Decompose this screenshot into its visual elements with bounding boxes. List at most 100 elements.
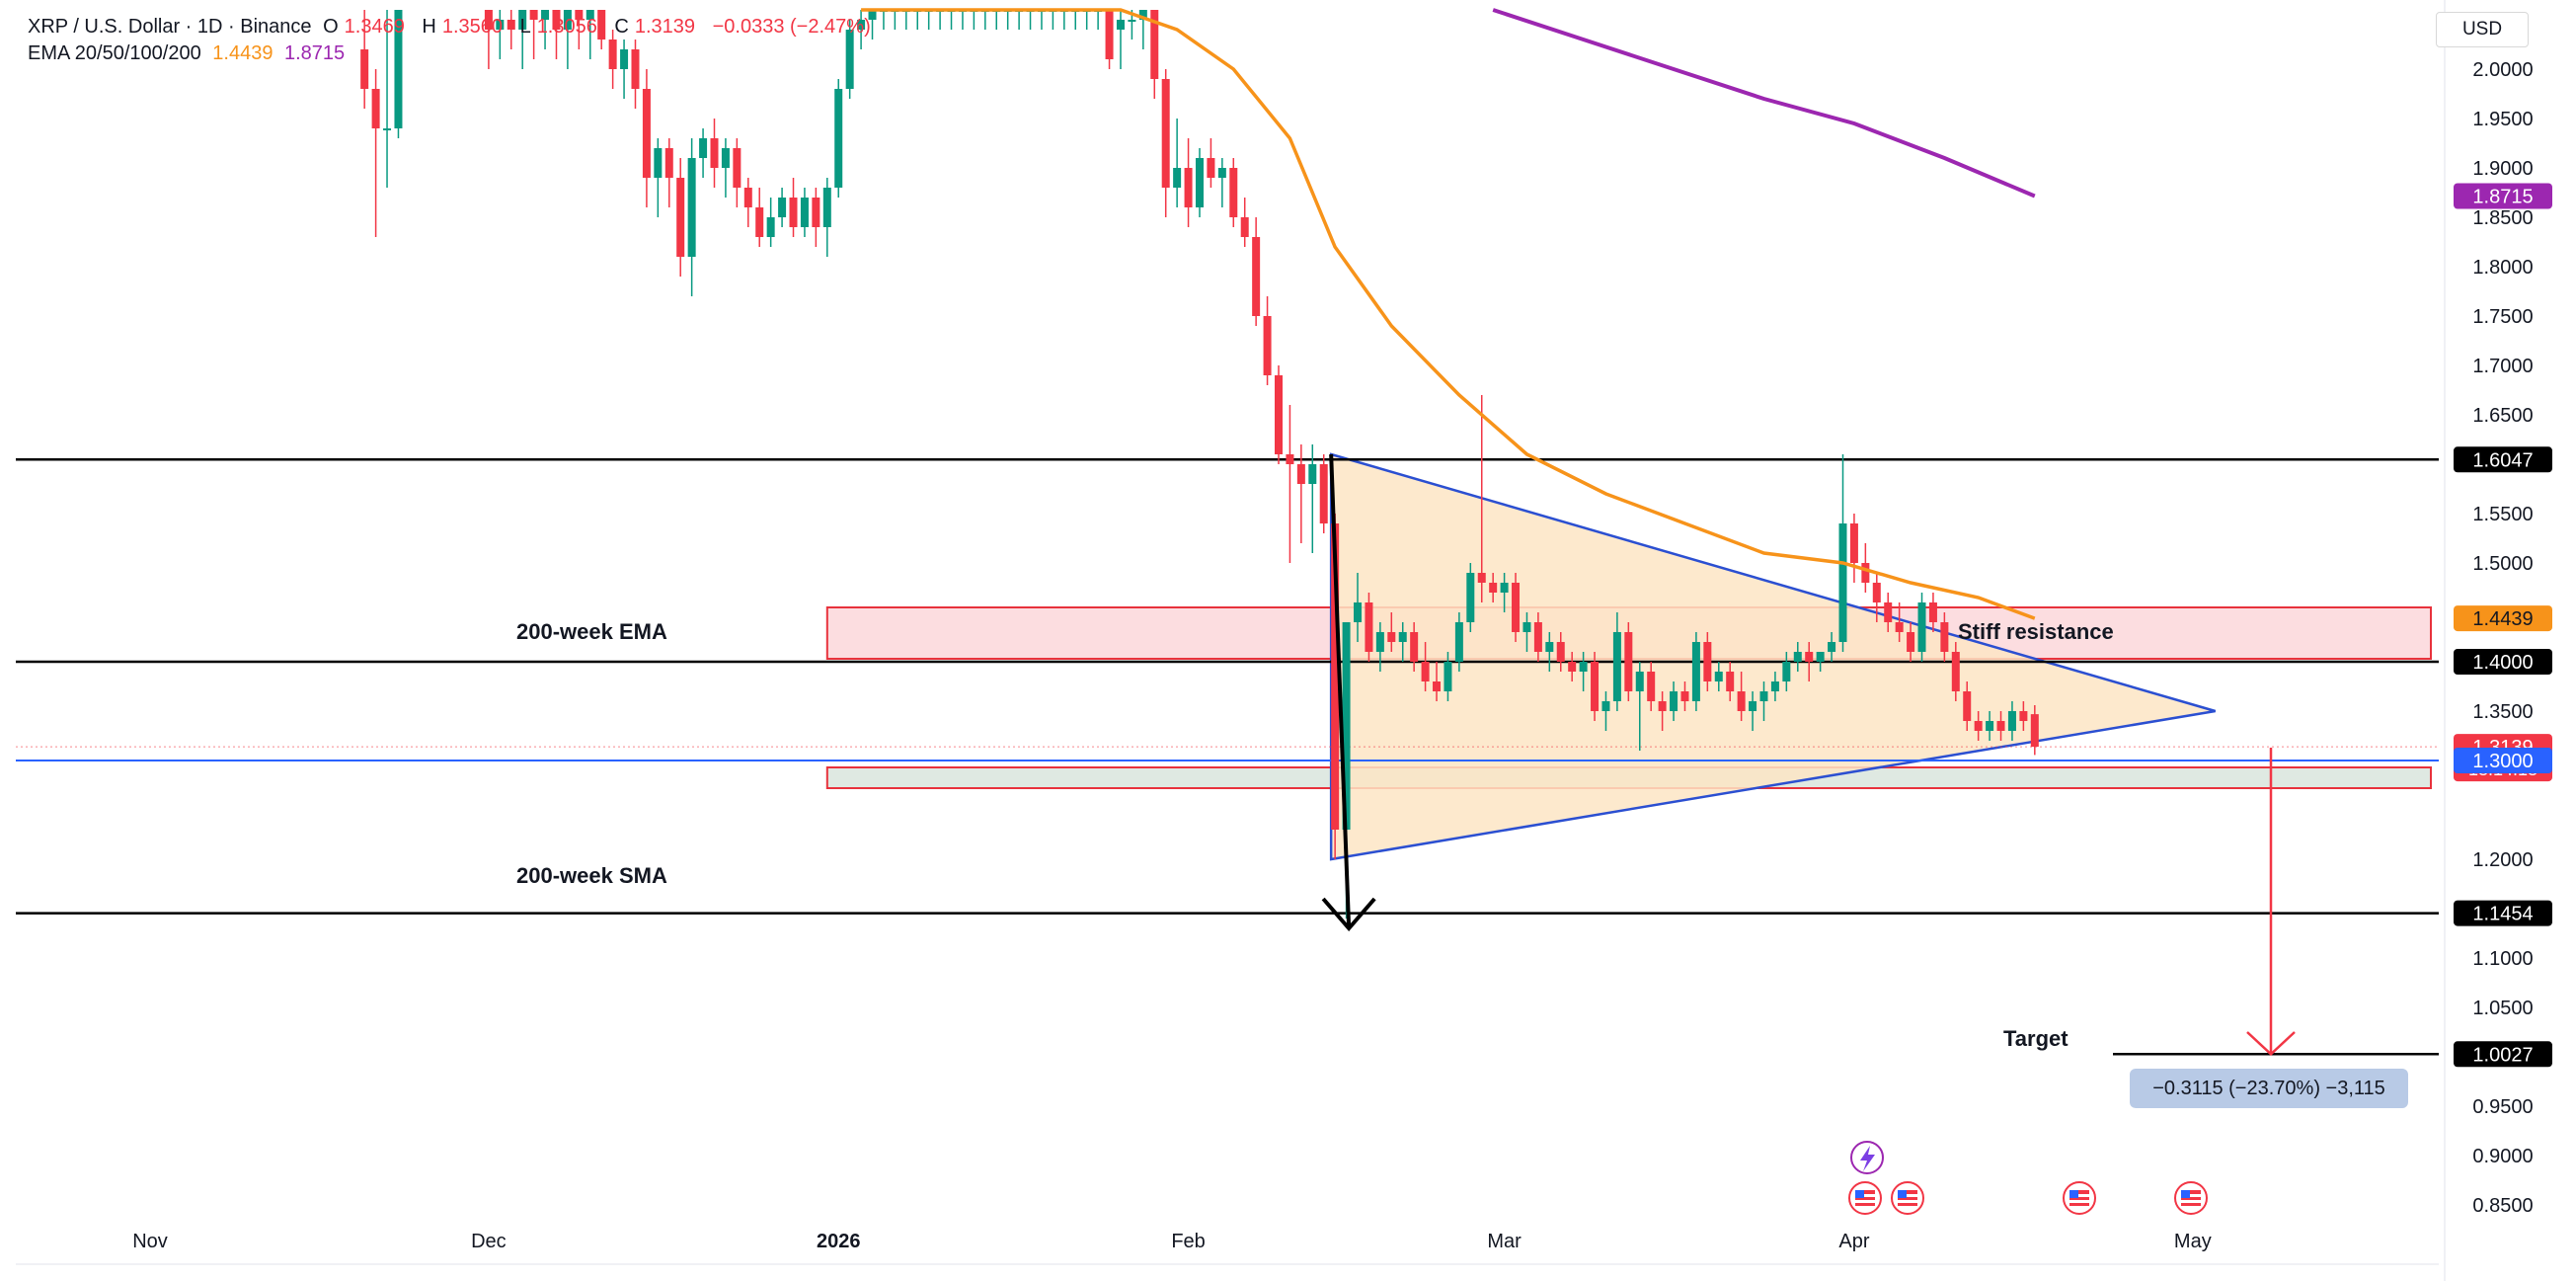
candle-body bbox=[371, 89, 380, 128]
candle-body bbox=[1138, 10, 1147, 20]
lightning-event-icon[interactable] bbox=[1850, 1141, 1884, 1174]
price-label-box bbox=[2454, 748, 2552, 773]
candle-body bbox=[383, 128, 392, 130]
y-tick-label: 0.9500 bbox=[2472, 1096, 2533, 1118]
candle-body bbox=[1670, 691, 1678, 711]
candle-body bbox=[800, 198, 809, 227]
x-axis-labels: Nov Dec 2026 Feb Mar Apr May bbox=[132, 1231, 2212, 1252]
candle-body bbox=[1466, 573, 1475, 622]
candle-body bbox=[1838, 523, 1847, 642]
candle-body bbox=[1217, 168, 1226, 178]
candle-body bbox=[1331, 523, 1340, 830]
y-tick-label: 1.0500 bbox=[2472, 998, 2533, 1019]
candle-body bbox=[2030, 714, 2039, 748]
candle-body bbox=[1105, 10, 1114, 59]
candle-body bbox=[1229, 168, 1238, 217]
candle-body bbox=[1591, 662, 1600, 711]
candle-body bbox=[1433, 681, 1442, 691]
candle-body bbox=[1240, 217, 1249, 237]
candle-body bbox=[1195, 158, 1204, 207]
symbol-title[interactable]: XRP / U.S. Dollar · 1D · Binance bbox=[28, 16, 312, 38]
candle-body bbox=[1263, 316, 1272, 375]
candle-body bbox=[642, 89, 651, 178]
x-tick-label: Dec bbox=[471, 1231, 507, 1252]
us-flag-event-icon[interactable] bbox=[2174, 1181, 2208, 1215]
x-tick-label: Mar bbox=[1487, 1231, 1522, 1252]
candle-body bbox=[710, 138, 719, 168]
candle-body bbox=[1986, 721, 1994, 731]
candle-body bbox=[1375, 632, 1384, 652]
ema-50-line bbox=[861, 8, 2036, 620]
candle-body bbox=[1296, 464, 1305, 484]
candles-layer bbox=[360, 10, 2039, 919]
candle-body bbox=[529, 10, 538, 20]
drop-arrow-shaft bbox=[1329, 453, 1352, 929]
price-change: −0.0333 (−2.47%) bbox=[712, 16, 871, 38]
y-tick-label: 1.2000 bbox=[2472, 849, 2533, 871]
y-tick-label: 0.8500 bbox=[2472, 1195, 2533, 1217]
ohlc-high-value: 1.3560 bbox=[441, 16, 503, 38]
ohlc-close: C 1.3139 bbox=[614, 16, 701, 38]
candle-body bbox=[1342, 622, 1351, 830]
y-tick-label: 1.5500 bbox=[2472, 504, 2533, 525]
candle-body bbox=[1150, 10, 1159, 79]
candle-body bbox=[1703, 642, 1712, 681]
y-tick-label: 1.6500 bbox=[2472, 405, 2533, 427]
candle-body bbox=[721, 148, 730, 168]
currency-selector[interactable]: USD bbox=[2436, 12, 2529, 47]
y-tick-label: 1.8500 bbox=[2472, 207, 2533, 229]
us-flag-event-icon[interactable] bbox=[1891, 1181, 1924, 1215]
candle-body bbox=[699, 138, 708, 158]
candle-body bbox=[1726, 672, 1735, 691]
candle-body bbox=[664, 148, 673, 178]
price-label-text: 1.3000 bbox=[2472, 751, 2533, 772]
price-label-text: 1.4000 bbox=[2472, 652, 2533, 674]
ema-indicator-label[interactable]: EMA 20/50/100/200 bbox=[28, 42, 201, 64]
price-label-box bbox=[2454, 900, 2552, 926]
us-flag-event-icon[interactable] bbox=[2063, 1181, 2096, 1215]
y-tick-label: 1.1000 bbox=[2472, 948, 2533, 970]
price-label-box bbox=[2454, 649, 2552, 675]
candle-body bbox=[1354, 602, 1363, 622]
price-label-box bbox=[2454, 183, 2552, 209]
candle-body bbox=[1286, 454, 1294, 464]
y-tick-label: 1.7000 bbox=[2472, 356, 2533, 377]
candle-body bbox=[1816, 652, 1825, 662]
candle-body bbox=[394, 10, 403, 128]
ema-layer bbox=[861, 8, 2036, 620]
y-tick-label: 1.9500 bbox=[2472, 109, 2533, 130]
candle-body bbox=[1512, 583, 1521, 632]
y-tick-label: 1.9000 bbox=[2472, 158, 2533, 180]
candle-body bbox=[868, 10, 877, 20]
us-flag-event-icon[interactable] bbox=[1848, 1181, 1882, 1215]
candle-body bbox=[1556, 642, 1565, 662]
ema-200-line bbox=[1492, 8, 2036, 199]
candle-body bbox=[778, 198, 787, 217]
candle-body bbox=[845, 30, 854, 89]
measure-box bbox=[2130, 1069, 2408, 1108]
candle-body bbox=[687, 158, 696, 257]
candle-body bbox=[1714, 672, 1723, 681]
candle-body bbox=[563, 10, 572, 30]
ohlc-open: O 1.3469 bbox=[323, 16, 411, 38]
candle-body bbox=[654, 148, 663, 178]
candle-body bbox=[1522, 622, 1531, 632]
events-layer bbox=[1848, 1141, 2208, 1215]
candle-body bbox=[1275, 375, 1283, 454]
x-tick-label: Apr bbox=[1838, 1231, 1869, 1252]
candle-body bbox=[822, 188, 831, 227]
candle-body bbox=[631, 49, 640, 89]
ohlc-high: H 1.3560 bbox=[422, 16, 508, 38]
candle-body bbox=[1252, 237, 1261, 316]
y-axis-labels: 2.0000 1.9500 1.9000 1.8500 1.8000 1.7500 1.70… bbox=[2472, 59, 2533, 1217]
price-label-box bbox=[2454, 605, 2552, 632]
price-labels: 1.60471.44391.40001.313918:14:181.30001.… bbox=[2454, 183, 2552, 1068]
candle-body bbox=[1782, 662, 1791, 681]
candle-body bbox=[1940, 622, 1949, 652]
legend-symbol-row: XRP / U.S. Dollar · 1D · Binance O 1.3469… bbox=[28, 14, 877, 40]
label-target: Target bbox=[2003, 1026, 2069, 1051]
ohlc-close-value: 1.3139 bbox=[634, 16, 696, 38]
ohlc-open-label: O bbox=[323, 16, 339, 38]
candle-body bbox=[1635, 672, 1644, 691]
